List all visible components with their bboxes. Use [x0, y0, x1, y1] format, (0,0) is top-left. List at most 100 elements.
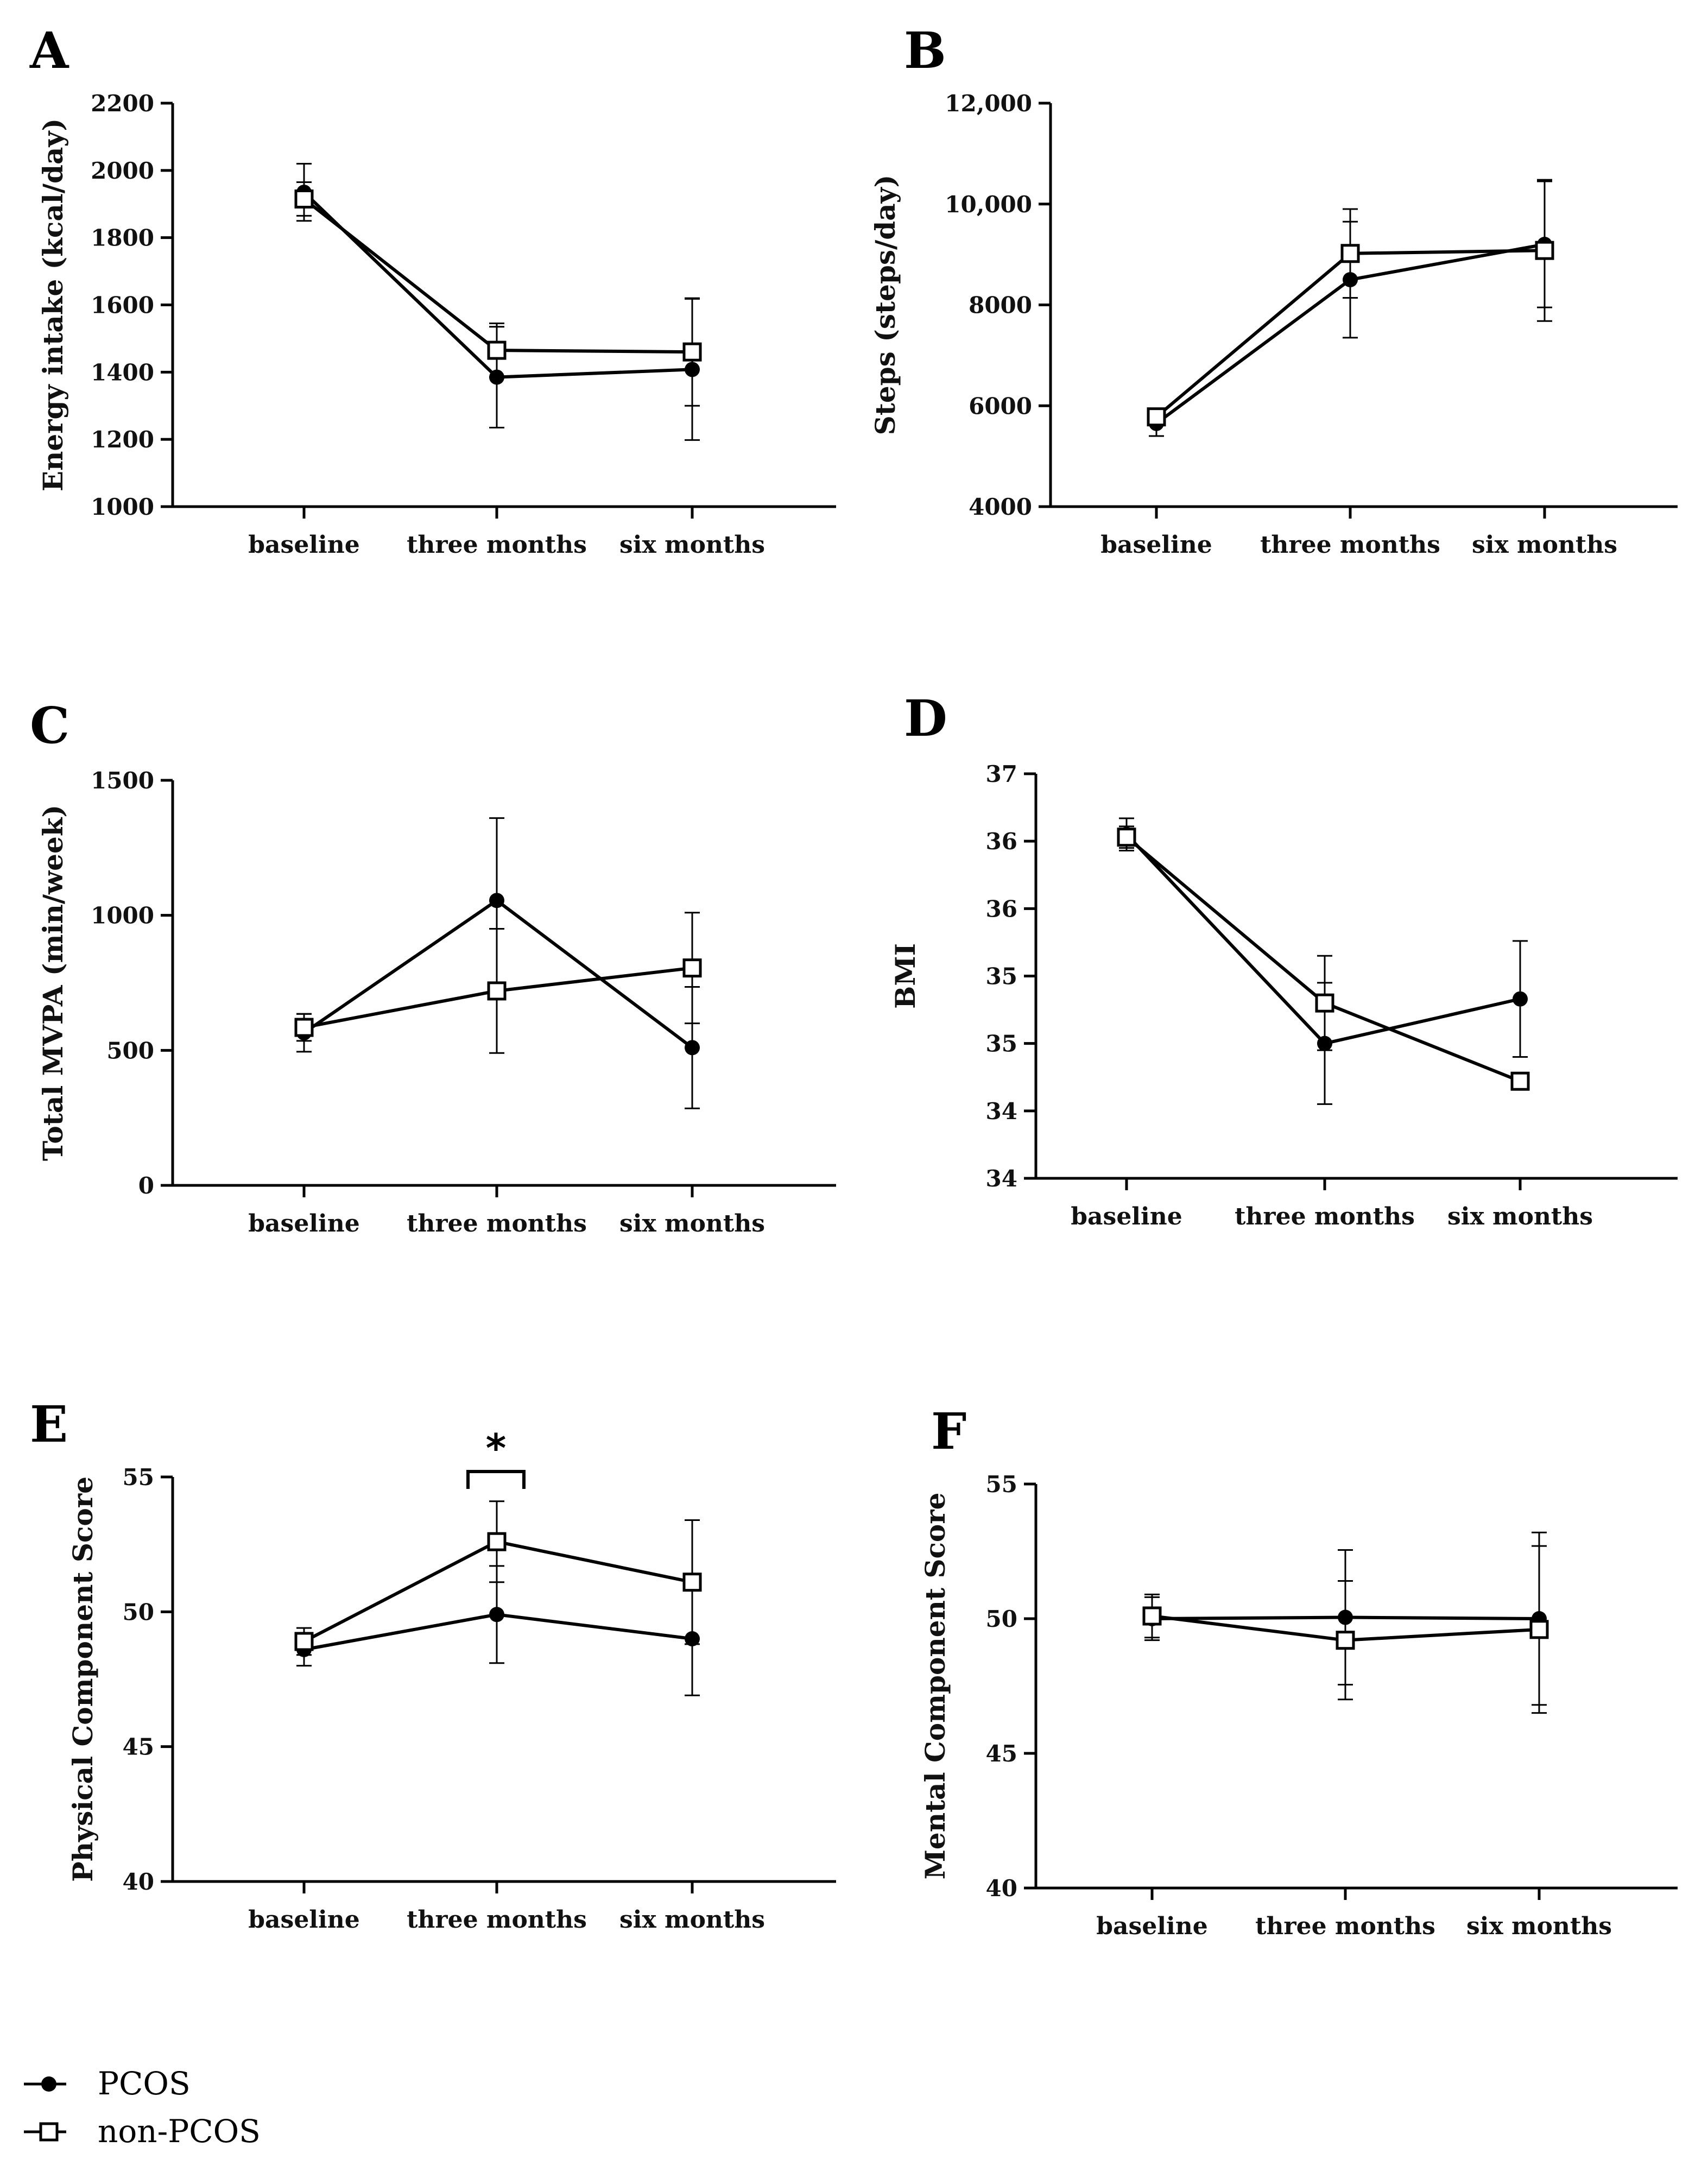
y-tick-label: 1200 — [91, 426, 154, 453]
y-tick-label: 50 — [986, 1606, 1017, 1632]
panel-c: C 0 500 1000 1500 baseline three months six mon… — [30, 696, 836, 1237]
y-tick-label: 50 — [123, 1599, 154, 1625]
y-axis-title: Mental Component Score — [919, 1493, 951, 1880]
data-point-pcos — [489, 893, 504, 908]
x-tick-label: three months — [1255, 1912, 1435, 1940]
y-axis-title: Total MVPA (min/week) — [37, 805, 69, 1161]
legend-marker-pcos — [41, 2076, 56, 2092]
x-tick-label: six months — [1447, 1203, 1593, 1230]
data-point-pcos — [1513, 991, 1528, 1007]
series-line — [303, 198, 693, 354]
x-tick-label: six months — [619, 1906, 765, 1934]
data-point-non-pcos — [682, 1573, 702, 1592]
y-tick-label: 6000 — [969, 393, 1032, 419]
y-tick-label: 34 — [986, 1165, 1017, 1192]
data-point-non-pcos — [1510, 1071, 1530, 1091]
y-tick-label: 1800 — [91, 225, 154, 251]
x-tick-label: three months — [407, 531, 587, 559]
legend-marker-non-pcos — [39, 2122, 59, 2142]
y-tick-label: 1000 — [91, 494, 154, 520]
series-pcos — [296, 1565, 700, 1696]
data-point-non-pcos — [682, 958, 702, 978]
y-tick-label: 35 — [986, 1031, 1017, 1057]
series-non-pcos — [294, 912, 702, 1054]
x-tick-label: three months — [1235, 1203, 1415, 1230]
y-tick-label: 36 — [986, 895, 1017, 922]
x-tick-label: baseline — [1100, 531, 1212, 559]
x-tick-label: three months — [1260, 531, 1440, 559]
y-tick-label: 1600 — [91, 292, 154, 319]
y-tick-label: 35 — [986, 963, 1017, 990]
series-non-pcos — [294, 1500, 702, 1656]
data-point-non-pcos — [294, 1632, 314, 1651]
x-tick-label: three months — [407, 1906, 587, 1934]
y-tick-label: 500 — [106, 1037, 154, 1064]
legend-label-pcos: PCOS — [98, 2065, 191, 2102]
panel-letter-e: E — [30, 1395, 68, 1454]
series-non-pcos — [1147, 179, 1554, 427]
data-point-non-pcos — [682, 342, 702, 362]
series-non-pcos — [1117, 825, 1530, 1091]
data-point-pcos — [685, 1040, 700, 1056]
x-tick-label: baseline — [248, 1210, 359, 1237]
series-line — [303, 1540, 693, 1643]
data-point-non-pcos — [487, 340, 507, 360]
panel-letter-c: C — [30, 696, 69, 755]
x-tick-label: six months — [1472, 531, 1617, 559]
series-pcos — [296, 162, 700, 441]
x-tick-label: baseline — [1096, 1912, 1207, 1940]
panel-f: F 40 45 50 55 baseline three months six months M… — [919, 1402, 1678, 1940]
legend-label-non-pcos: non-PCOS — [98, 2113, 261, 2150]
y-tick-label: 8000 — [969, 292, 1032, 319]
y-tick-label: 1400 — [91, 359, 154, 386]
y-tick-label: 55 — [123, 1464, 154, 1491]
y-tick-label: 0 — [138, 1172, 154, 1199]
data-point-non-pcos — [1315, 993, 1334, 1013]
y-tick-label: 12,000 — [945, 90, 1032, 117]
y-tick-label: 55 — [986, 1471, 1017, 1498]
y-tick-label: 45 — [986, 1740, 1017, 1767]
x-tick-label: baseline — [248, 1906, 359, 1934]
data-point-non-pcos — [1340, 244, 1360, 263]
y-tick-label: 2200 — [91, 90, 154, 117]
panel-letter-b: B — [904, 21, 946, 80]
data-point-non-pcos — [1535, 241, 1554, 260]
y-axis-title: Energy intake (kcal/day) — [37, 118, 69, 491]
y-tick-label: 1500 — [91, 767, 154, 794]
significance-star: * — [486, 1425, 507, 1471]
y-axis-title: Steps (steps/day) — [869, 175, 901, 435]
panel-a: A 1000 1200 1400 1600 1800 2000 2200 baseline thr… — [29, 21, 836, 559]
y-tick-label: 10,000 — [945, 191, 1032, 218]
panels: A 1000 1200 1400 1600 1800 2000 2200 baseline thr… — [29, 21, 1678, 1940]
legend-item-non-pcos: non-PCOS — [24, 2113, 261, 2150]
data-point-non-pcos — [294, 1018, 314, 1037]
significance-bracket — [466, 1470, 526, 1489]
x-tick-label: six months — [1466, 1912, 1612, 1940]
x-tick-label: six months — [619, 531, 765, 559]
y-tick-label: 45 — [123, 1734, 154, 1760]
data-point-non-pcos — [294, 189, 314, 209]
panel-b: B 4000 6000 8000 10,000 12,000 baseline three m… — [869, 21, 1678, 559]
y-tick-label: 2000 — [91, 157, 154, 184]
panel-d: D 34 34 35 35 36 36 37 baseline three months six m… — [889, 689, 1678, 1230]
panel-letter-f: F — [931, 1402, 966, 1461]
y-tick-label: 36 — [986, 828, 1017, 855]
x-tick-label: baseline — [1071, 1203, 1182, 1230]
series-non-pcos — [294, 181, 702, 407]
legend: PCOS non-PCOS — [24, 2065, 261, 2150]
x-tick-label: three months — [407, 1210, 587, 1237]
series-non-pcos — [1142, 1545, 1549, 1714]
data-point-non-pcos — [1142, 1606, 1162, 1626]
data-point-non-pcos — [1336, 1631, 1355, 1650]
y-tick-label: 34 — [986, 1098, 1017, 1125]
series-pcos — [296, 817, 700, 1109]
y-tick-label: 40 — [986, 1875, 1017, 1902]
x-tick-label: baseline — [248, 531, 359, 559]
data-point-non-pcos — [1529, 1620, 1549, 1639]
data-point-non-pcos — [487, 981, 507, 1001]
y-axis-title: BMI — [889, 943, 921, 1009]
legend-item-pcos: PCOS — [24, 2065, 191, 2102]
data-point-non-pcos — [487, 1532, 507, 1551]
data-point-pcos — [489, 1607, 504, 1622]
